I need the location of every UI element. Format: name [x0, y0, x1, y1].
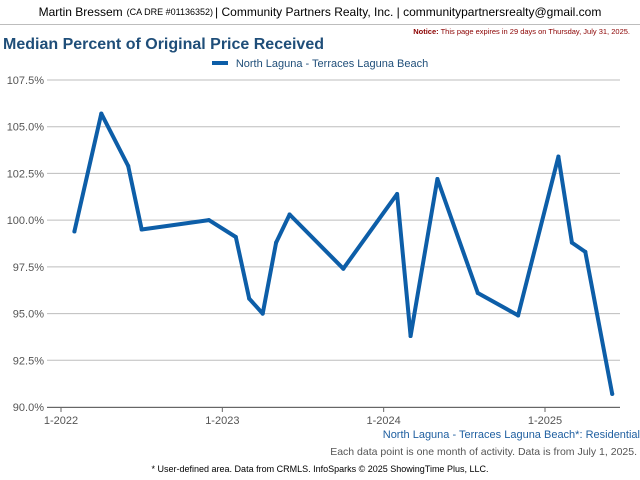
x-axis: 1-2022 1-2023 1-2024 1-2025 [44, 407, 620, 427]
series-line [72, 111, 615, 396]
y-tick-label: 95.0% [13, 309, 44, 321]
data-point[interactable] [260, 311, 265, 316]
data-point[interactable] [475, 291, 480, 296]
gridlines [47, 79, 620, 408]
footer-credit: * User-defined area. Data from CRMLS. In… [151, 464, 489, 474]
data-point[interactable] [72, 229, 77, 234]
data-point[interactable] [126, 163, 131, 168]
y-tick-label: 100.0% [7, 215, 45, 227]
y-tick-label: 92.5% [13, 355, 44, 367]
x-tick-label: 1-2024 [367, 415, 401, 427]
data-point[interactable] [233, 234, 238, 239]
legend-label: North Laguna - Terraces Laguna Beach [235, 58, 429, 70]
y-tick-label: 105.0% [7, 122, 45, 134]
legend[interactable]: North Laguna - Terraces Laguna Beach [0, 58, 640, 70]
y-tick-label: 102.5% [7, 168, 45, 180]
dre-number: (CA DRE #01136352) [126, 7, 214, 17]
expiry-notice: Notice: This page expires in 29 days on … [413, 27, 630, 36]
legend-swatch [211, 61, 228, 66]
agent-name: Martin Bressem [38, 5, 123, 19]
data-point[interactable] [556, 154, 561, 159]
data-point[interactable] [569, 240, 574, 245]
data-point[interactable] [99, 111, 104, 116]
data-point[interactable] [274, 240, 279, 245]
y-tick-label: 90.0% [13, 402, 44, 414]
y-axis-ticks: 90.0% 92.5% 95.0% 97.5% 100.0% 102.5% 105.0% 10… [7, 75, 45, 414]
y-tick-label: 97.5% [13, 262, 44, 274]
data-point[interactable] [395, 191, 400, 196]
data-point[interactable] [583, 249, 588, 254]
chart-title: Median Percent of Original Price Receive… [3, 36, 324, 53]
header-bar: Martin Bressem (CA DRE #01136352) | Comm… [0, 0, 640, 25]
x-tick-label: 1-2022 [44, 415, 78, 427]
chart-subtitle: North Laguna - Terraces Laguna Beach*: R… [382, 429, 640, 441]
data-point[interactable] [287, 212, 292, 217]
data-point[interactable] [516, 313, 521, 318]
data-point[interactable] [610, 391, 615, 396]
data-point[interactable] [435, 177, 440, 182]
y-tick-label: 107.5% [7, 75, 45, 87]
x-tick-label: 1-2025 [528, 415, 562, 427]
data-point[interactable] [247, 296, 252, 301]
series-polyline[interactable] [72, 111, 615, 396]
data-point[interactable] [408, 333, 413, 338]
data-point[interactable] [139, 227, 144, 232]
data-note: Each data point is one month of activity… [330, 446, 637, 458]
notice-label: Notice: [413, 27, 439, 36]
x-tick-label: 1-2023 [205, 415, 239, 427]
notice-text: This page expires in 29 days on Thursday… [440, 27, 630, 36]
data-point[interactable] [341, 266, 346, 271]
data-point[interactable] [206, 218, 211, 223]
company-email: | Community Partners Realty, Inc. | comm… [215, 5, 602, 19]
